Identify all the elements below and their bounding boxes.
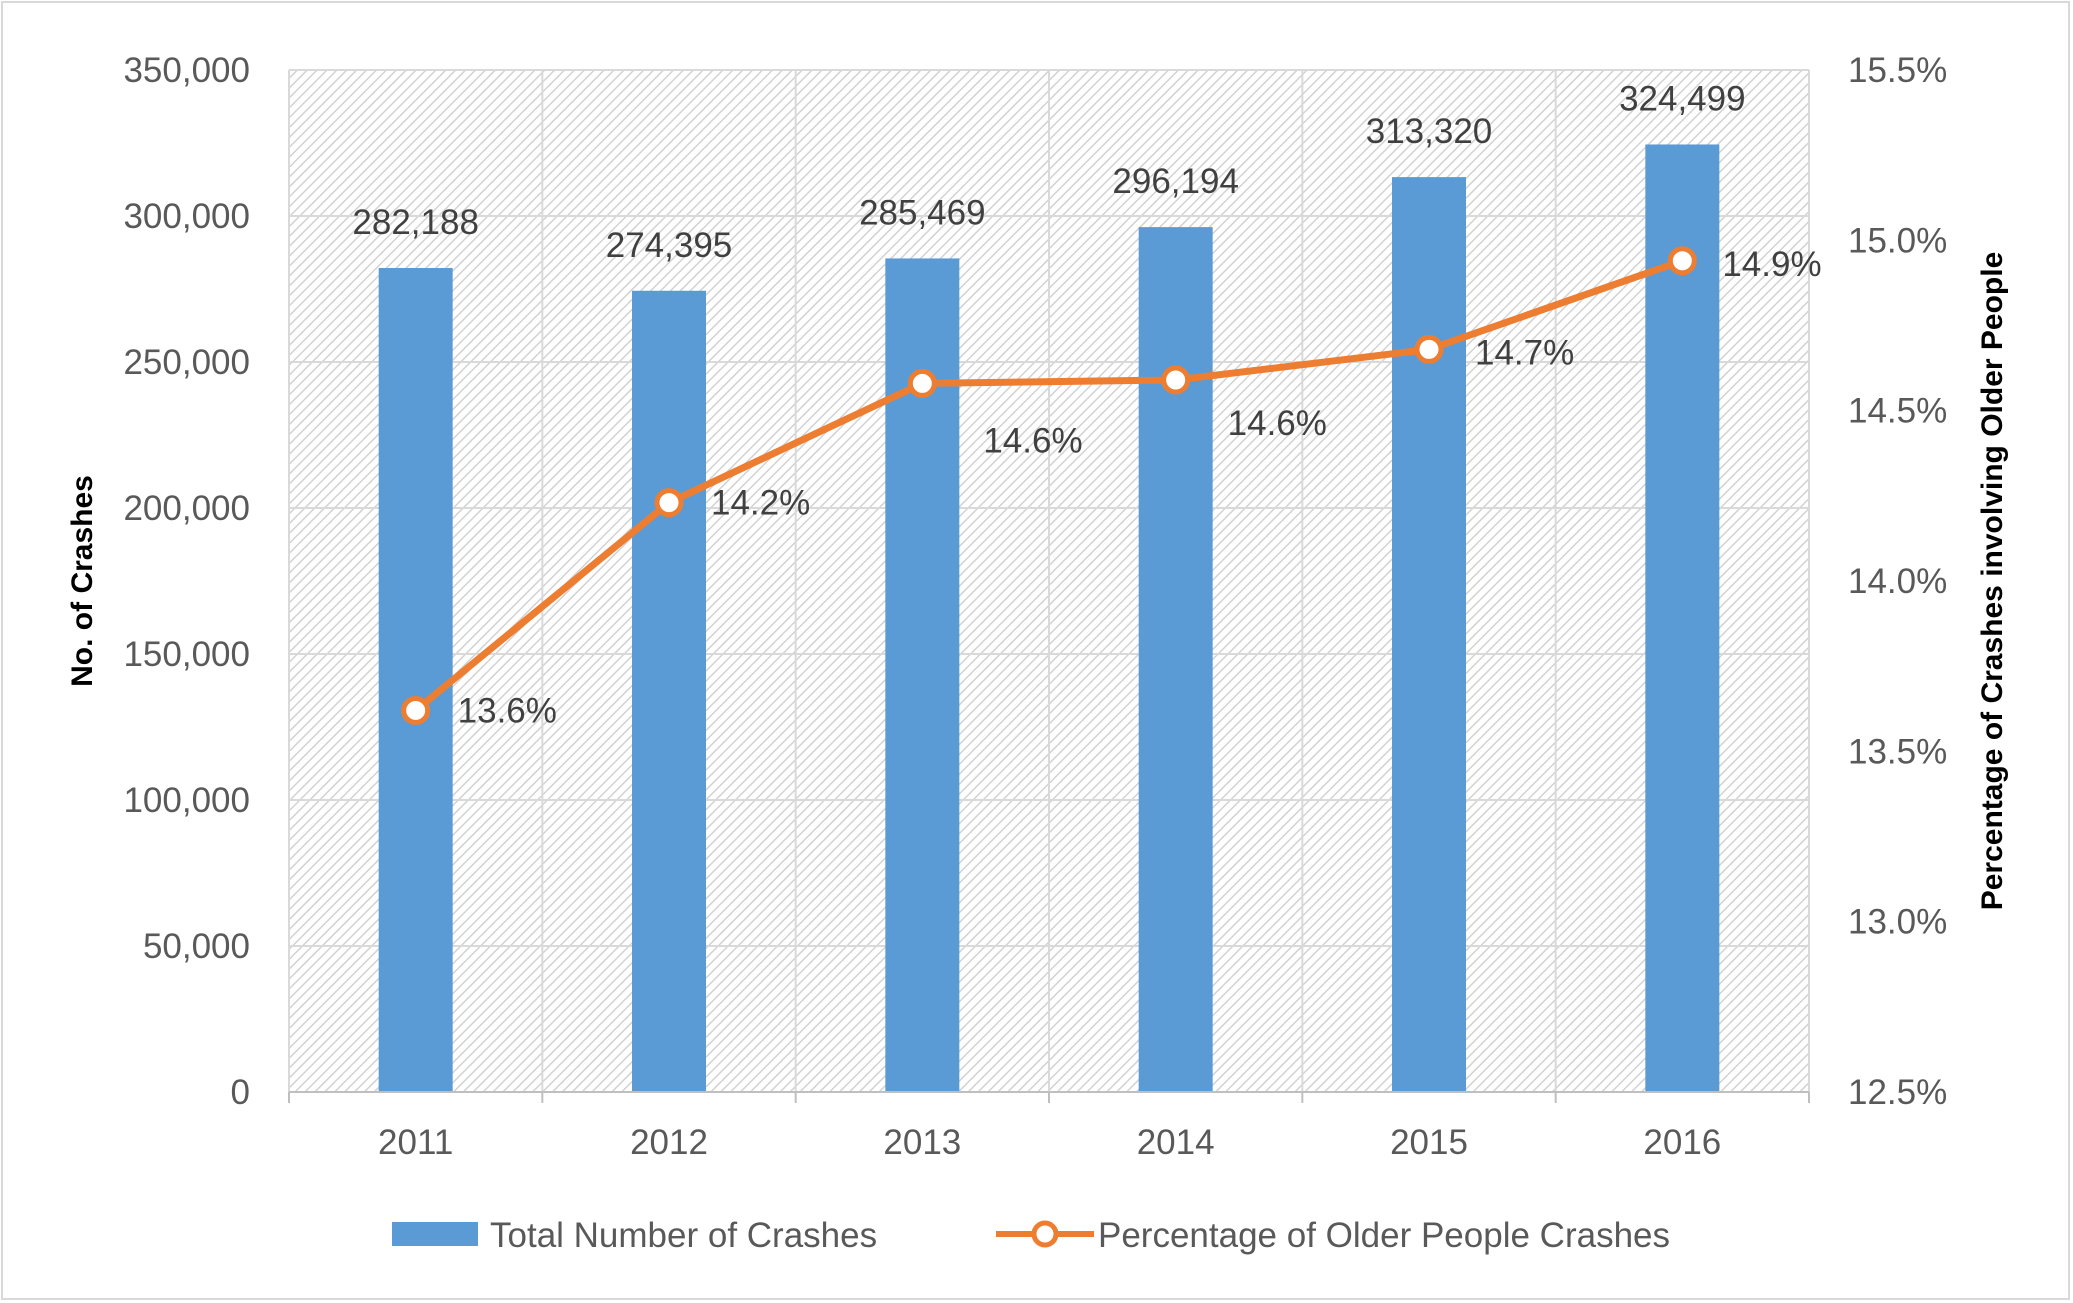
x-tick-label: 2012: [630, 1123, 708, 1162]
axes: [288, 1091, 1810, 1103]
bar: [1138, 227, 1213, 1092]
line-marker: [401, 695, 431, 725]
line-series: [401, 246, 1697, 725]
line-data-labels: 13.6% 14.2% 14.6% 14.6% 14.7% 14.9%: [458, 245, 1822, 731]
bar-value-label: 282,188: [352, 203, 479, 242]
bar: [1645, 144, 1720, 1093]
line-value-label: 14.9%: [1722, 245, 1821, 284]
line-marker: [1161, 365, 1191, 395]
x-tick-label: 2011: [378, 1123, 453, 1162]
x-tick-label: 2013: [883, 1123, 961, 1162]
y-tick-label: 0: [231, 1073, 250, 1112]
y2-tick-label: 15.5%: [1848, 51, 1947, 90]
gridlines: [288, 69, 1810, 1092]
y2-axis-title: Percentage of Crashes involving Older Pe…: [1976, 252, 2009, 911]
bar-value-label: 296,194: [1112, 162, 1239, 201]
x-tick-label: 2015: [1390, 1123, 1468, 1162]
legend: Total Number of Crashes Percentage of Ol…: [392, 1216, 1670, 1255]
y2-tick-label: 13.5%: [1848, 732, 1947, 771]
legend-line-marker: [1031, 1220, 1059, 1248]
y-tick-label: 150,000: [123, 635, 250, 674]
legend-line-label: Percentage of Older People Crashes: [1098, 1216, 1670, 1255]
legend-bar-swatch: [392, 1222, 478, 1246]
bar: [632, 290, 706, 1092]
y2-tick-label: 14.0%: [1848, 562, 1947, 601]
y-axis-title: No. of Crashes: [66, 475, 99, 687]
y2-tick-label: 13.0%: [1848, 903, 1947, 942]
bar: [1392, 177, 1466, 1093]
line-value-label: 14.2%: [711, 484, 810, 523]
bar-value-label: 313,320: [1366, 112, 1493, 151]
line-marker: [907, 368, 937, 398]
x-tick-label: 2016: [1643, 1123, 1721, 1162]
y-tick-label: 250,000: [123, 343, 250, 382]
y-tick-label: 50,000: [143, 927, 250, 966]
x-axis-tick-labels: 2011 2012 2013 2014 2015 2016: [378, 1123, 1721, 1162]
x-tick-label: 2014: [1137, 1123, 1215, 1162]
bar-data-labels: 282,188 274,395 285,469 296,194 313,320 324,4…: [352, 79, 1745, 264]
bar-value-label: 285,469: [859, 193, 986, 232]
line-value-label: 14.6%: [1228, 404, 1327, 443]
bar-value-label: 274,395: [606, 226, 733, 265]
bar: [378, 268, 453, 1092]
line-value-label: 13.6%: [458, 691, 557, 730]
bar-value-label: 324,499: [1619, 79, 1746, 118]
bar-series: [378, 144, 1720, 1093]
legend-bar-label: Total Number of Crashes: [490, 1216, 877, 1255]
y2-tick-label: 12.5%: [1848, 1073, 1947, 1112]
y-axis-tick-labels: 0 50,000 100,000 150,000 200,000 250,000 300,0…: [123, 51, 250, 1112]
y-tick-label: 300,000: [123, 197, 250, 236]
line-path: [413, 257, 1684, 714]
y2-axis-tick-labels: 12.5% 13.0% 13.5% 14.0% 14.5% 15.0% 15.5%: [1848, 51, 1947, 1112]
line-marker: [1414, 334, 1444, 364]
line-value-label: 14.7%: [1475, 333, 1574, 372]
line-marker: [654, 488, 684, 518]
y2-tick-label: 15.0%: [1848, 221, 1947, 260]
y-tick-label: 100,000: [123, 781, 250, 820]
line-value-label: 14.6%: [983, 421, 1082, 460]
y-tick-label: 200,000: [123, 489, 250, 528]
line-marker: [1667, 246, 1697, 276]
y2-tick-label: 14.5%: [1848, 392, 1947, 431]
y-tick-label: 350,000: [123, 51, 250, 90]
